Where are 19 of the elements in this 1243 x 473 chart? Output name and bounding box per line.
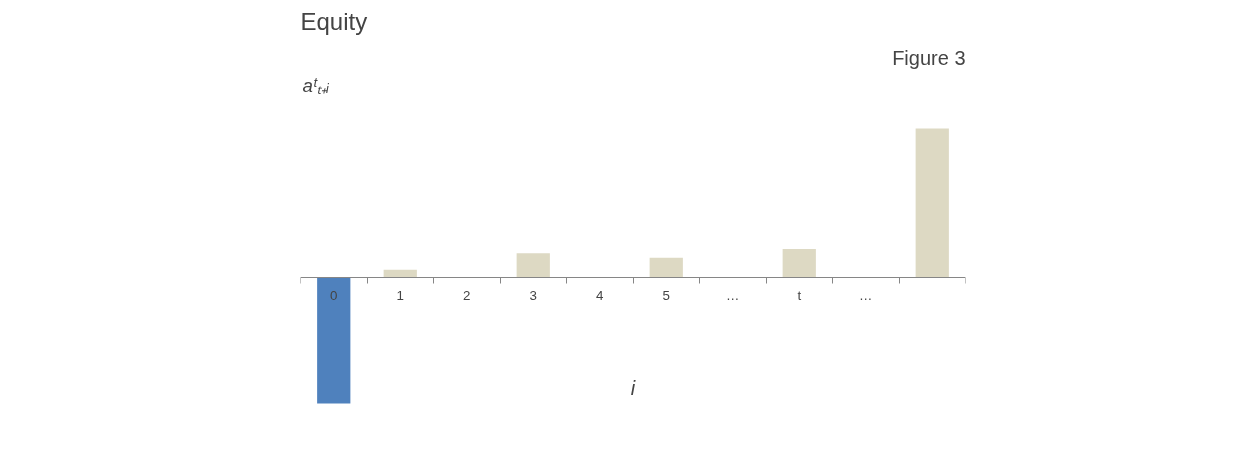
bar xyxy=(317,277,351,404)
x-tick-label: 0 xyxy=(330,288,338,304)
x-tick-label: 2 xyxy=(463,288,471,304)
bar xyxy=(516,253,550,278)
bar xyxy=(383,269,417,278)
x-tick-label: 1 xyxy=(396,288,404,304)
bar xyxy=(915,128,949,278)
x-tick-label: t xyxy=(797,288,802,304)
bar xyxy=(649,257,683,278)
x-axis-title: i xyxy=(630,376,636,399)
x-tick-label: … xyxy=(726,288,740,304)
x-tick-label: … xyxy=(859,288,873,304)
x-tick-label: 4 xyxy=(596,288,605,304)
caption: Figure 3 xyxy=(892,46,966,69)
x-tick-label: 5 xyxy=(662,288,670,304)
bar xyxy=(782,248,816,278)
x-tick-label: 3 xyxy=(529,288,537,304)
y-axis-title: aᵗₜ₊ᵢ xyxy=(302,74,330,96)
chart-title: Equity xyxy=(300,7,368,35)
